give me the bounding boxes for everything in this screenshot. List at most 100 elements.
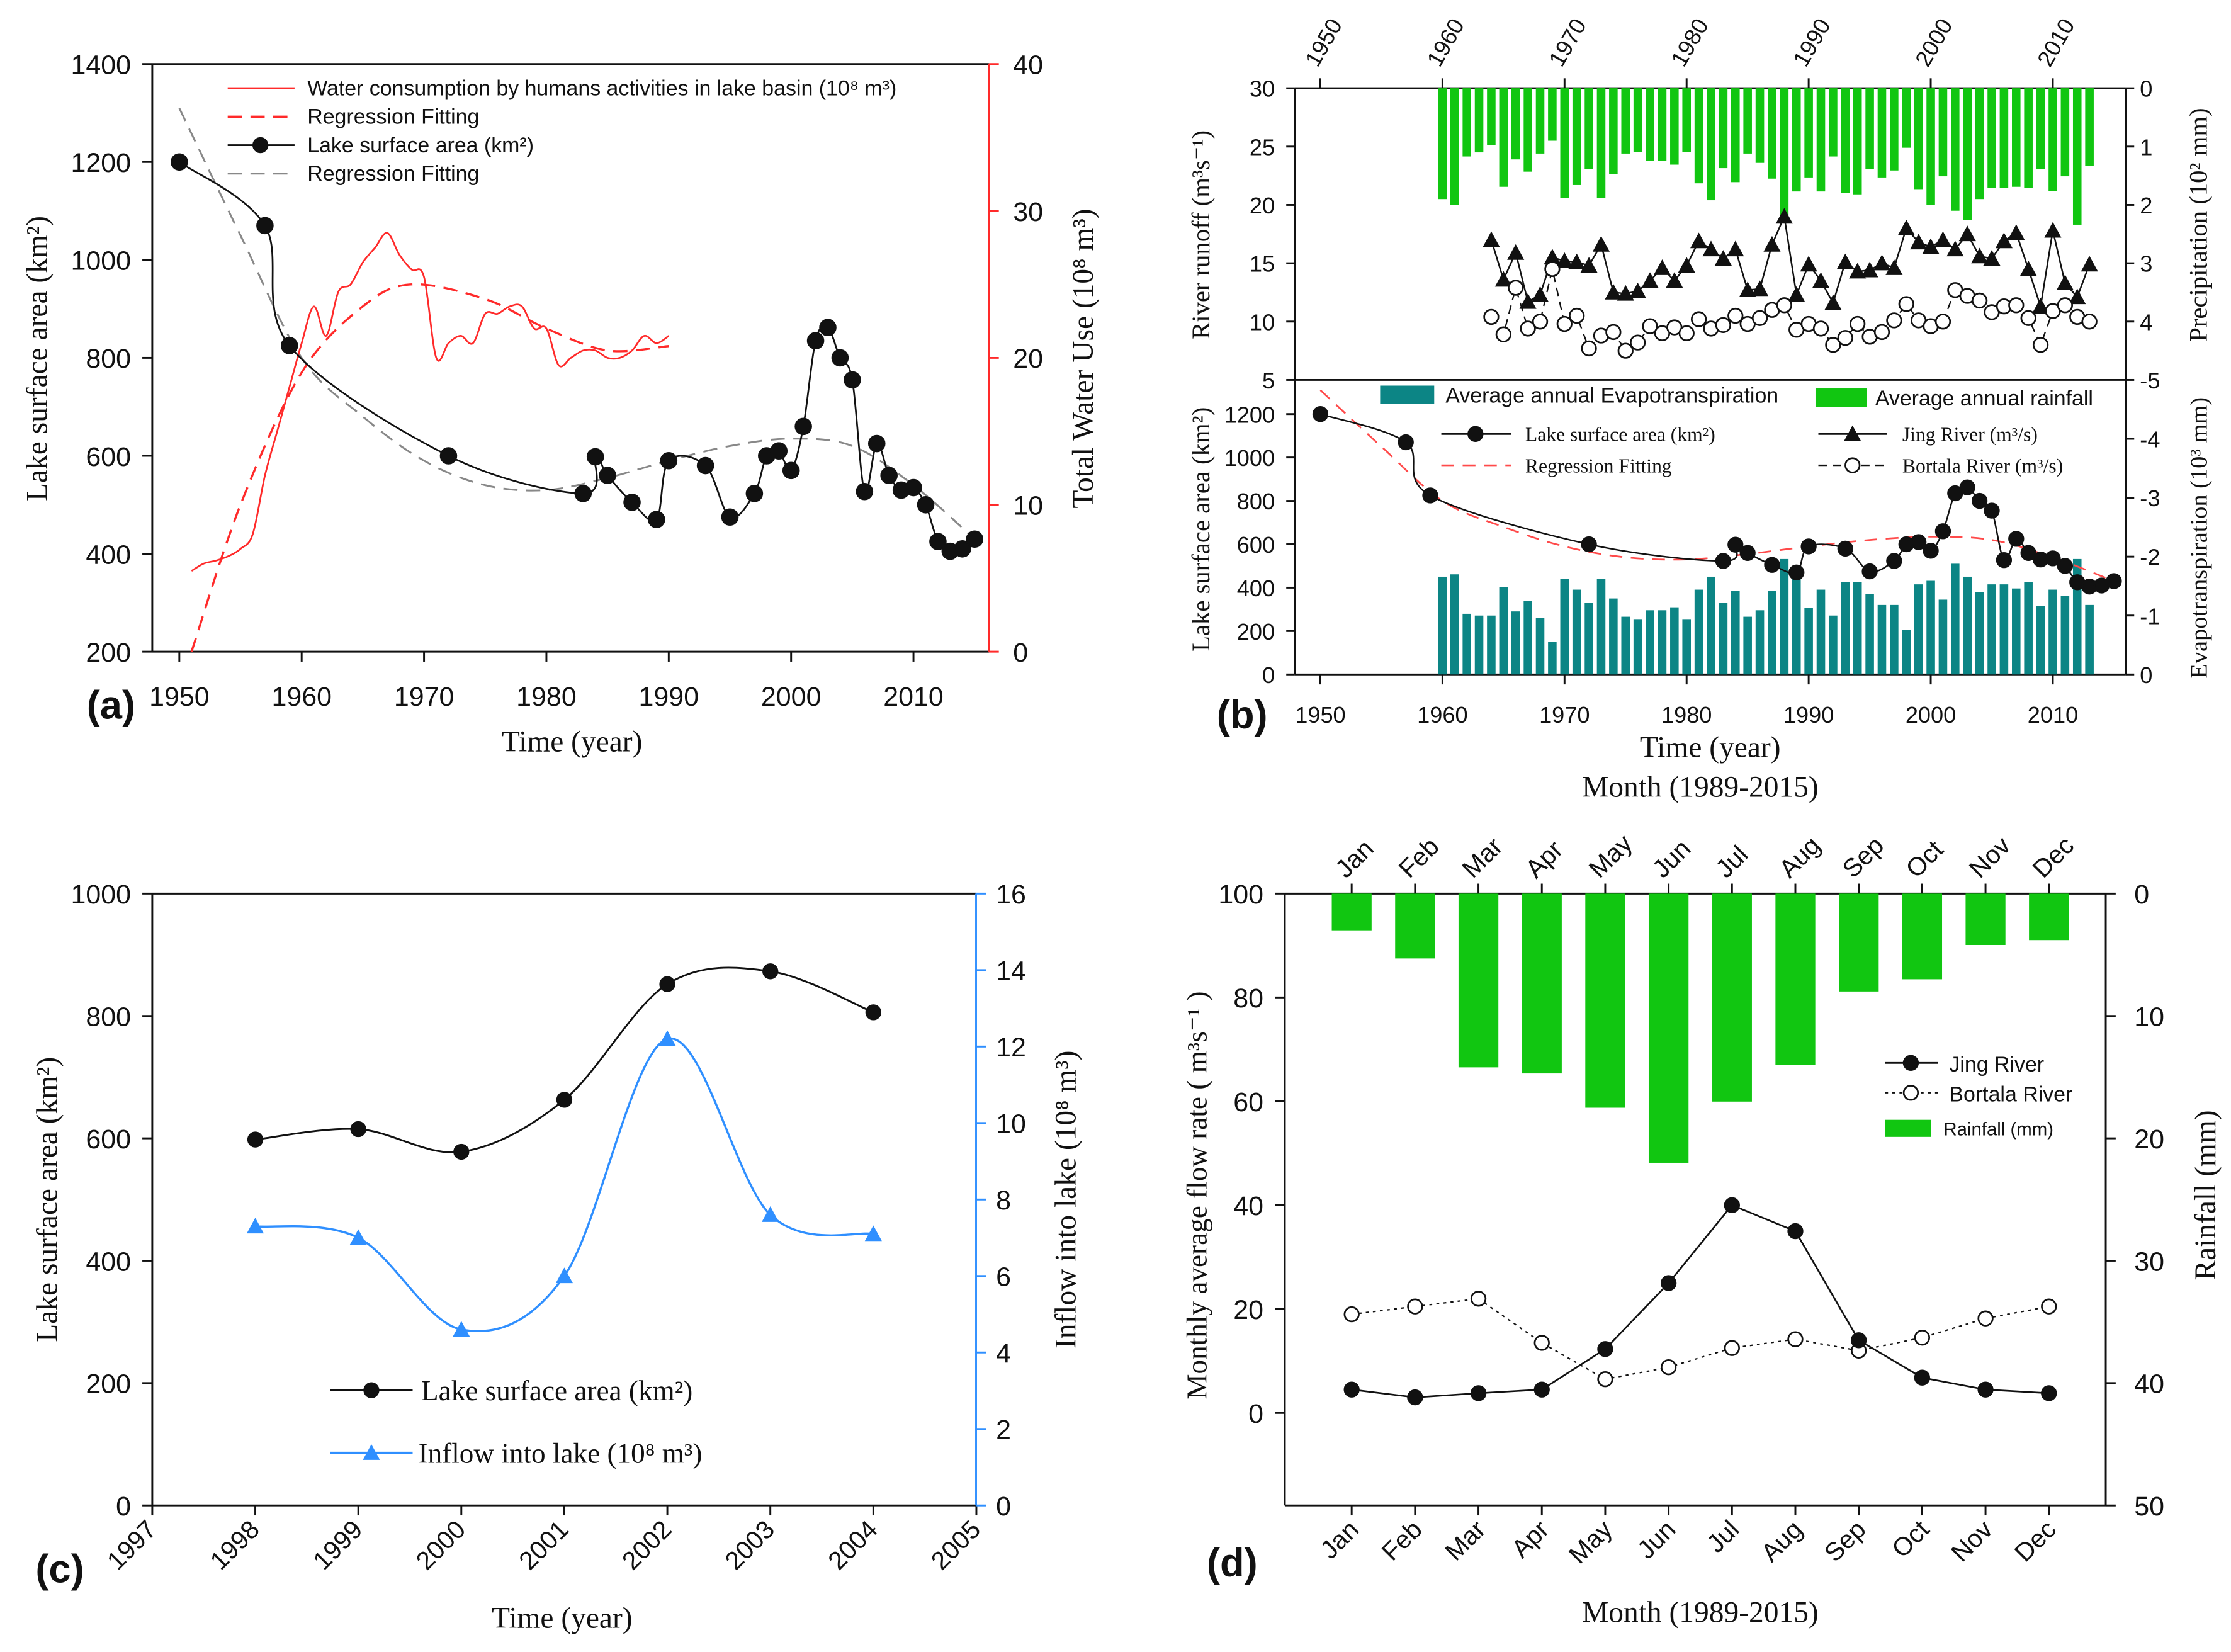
jing-river-point [1812,272,1830,288]
evapotranspiration-bar [1584,603,1593,675]
jing-river-point [2008,224,2025,240]
jing-river-line [1352,1204,2049,1398]
evapotranspiration-bar [1621,616,1630,675]
jing-river-point [1971,247,1989,264]
evapotranspiration-bar [1609,598,1618,675]
y2-axis-title: Total Water Use (10⁸ m³) [1067,209,1100,509]
lake-area-point [794,417,812,436]
rainfall-bar [1522,893,1562,1074]
tick-label: Nov [1945,1514,1998,1567]
rainfall-bar [1331,893,1372,931]
tick-label: May [1563,1514,1618,1569]
legend-marker-lake [363,1382,380,1398]
panel-label: (a) [87,683,135,727]
tick-label: 200 [1237,619,1275,645]
bortala-river-point [1605,324,1622,341]
lake-area-point [745,485,764,502]
tick-label: 40 [1233,1191,1263,1221]
rainfall-bar [1902,893,1943,980]
tick-label: Feb [1376,1515,1428,1566]
jing-river-point [1678,257,1695,273]
lake-area-point [2045,550,2061,567]
bortala-river-point [2020,310,2036,326]
lake-area-point [1971,492,1988,509]
evapotranspiration-bar [2024,582,2033,675]
legend-marker-jing [1844,425,1861,441]
evapotranspiration-bar [1914,584,1923,675]
lake-area-point [1715,553,1732,569]
evapotranspiration-bar [1865,594,1874,675]
tick-label: 30 [1250,76,1275,102]
rainfall-bar [1585,893,1625,1108]
panel-label: (b) [1217,693,1268,737]
lake-area-point [256,217,274,235]
tick-label: 2010 [883,682,944,712]
rainfall-bar [1999,88,2009,188]
tick-label: 20 [1013,344,1043,374]
top-tick-label: 2010 [2032,14,2080,71]
lake-area-point [831,349,849,367]
tick-label: 0 [116,1491,131,1522]
bortala-river-point [2081,314,2098,330]
tick-label: 1000 [71,880,131,910]
top-tick-label: 1970 [1544,14,1591,71]
tick-label: 1 [2140,134,2152,160]
lake-area-point [171,153,188,171]
lake-area-point [880,467,898,484]
tick-label: 2000 [410,1515,472,1576]
legend-label: Jing River [1949,1053,2044,1077]
rainfall-bar [1865,88,1874,169]
rainfall-bar [1804,88,1813,178]
jing-river-point [1544,249,1561,265]
jing-river-point [1775,208,1793,224]
jing-river-point [1690,232,1708,249]
tick-label: Mar [1439,1515,1491,1566]
legend-swatch-evapotranspiration [1380,385,1435,404]
jing-river-point [1897,219,1915,235]
lake-area-point [966,530,984,548]
lake-area-point [1739,545,1756,561]
tick-label: 2 [996,1415,1011,1445]
jing-river-point [1641,272,1659,288]
rainfall-bar [2048,88,2057,191]
jing-river-point [1653,259,1671,275]
jing-river-point [1788,286,1805,302]
rainfall-bar [2085,88,2094,166]
bortala-river-point [1898,296,1914,312]
lake-area-point [1727,536,1744,553]
tick-label: 2003 [720,1515,781,1576]
rainfall-bar [1609,88,1618,174]
tick-label: 1200 [1224,402,1275,427]
tick-label: 0 [2140,662,2152,688]
evapotranspiration-bar [1694,589,1703,675]
lake-regression-line [1319,389,2115,582]
bortala-river-point [1787,1331,1804,1347]
rainfall-bar [1694,88,1703,184]
evapotranspiration-bar [1951,563,1960,675]
evapotranspiration-bar [1975,592,1984,675]
evapotranspiration-bar [1902,630,1911,675]
lake-area-point [1886,553,1902,569]
tick-label: 40 [2134,1369,2164,1400]
lake-area-point [247,1131,264,1148]
evapotranspiration-bar [1462,613,1471,675]
tick-label: 100 [1218,880,1263,910]
rainfall-bar [1658,88,1667,161]
bortala-river-point [1617,342,1634,359]
legend-label: Lake surface area (km²) [421,1375,692,1406]
evapotranspiration-bar [1731,591,1740,675]
tick-label: 600 [86,442,131,472]
tick-label: 0 [1262,662,1275,688]
legend-swatch-rainfall [1885,1119,1931,1137]
rainfall-bar [1438,88,1447,200]
top-tick-label: 1990 [1788,14,1836,71]
bortala-river-point [1715,317,1732,334]
rainfall-bar [1987,88,1996,188]
tick-label: 20 [1250,193,1275,218]
lake-area-point [1312,406,1329,422]
jing-river-point [1568,253,1586,269]
inflow-line [255,1037,874,1332]
tick-label: 1997 [101,1515,162,1576]
tick-label: 400 [1237,575,1275,601]
